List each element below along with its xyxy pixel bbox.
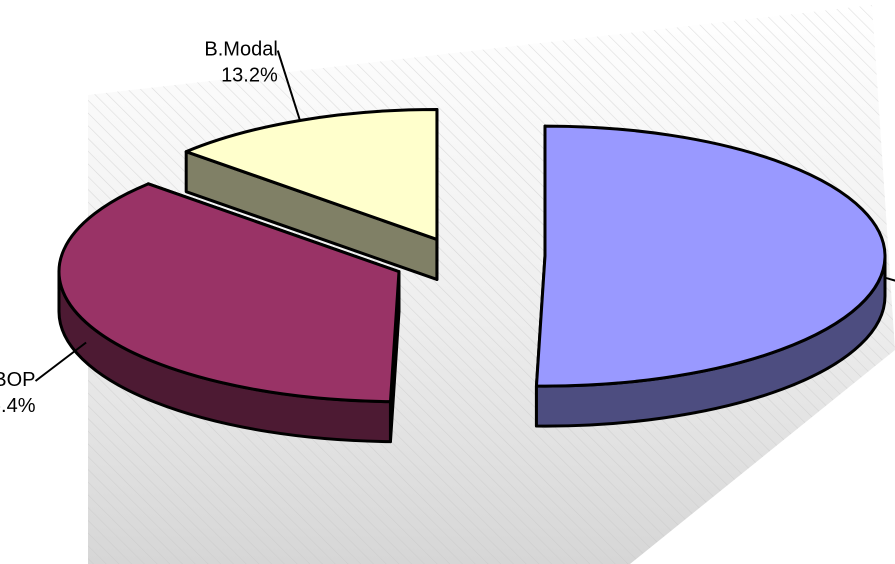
label-leader-bop [34, 341, 87, 382]
label-leader-b-modal [276, 50, 301, 121]
pie-slices [57, 107, 887, 444]
slice-bop-top [57, 182, 401, 404]
slice-bop [57, 182, 401, 444]
slice-bau-top [534, 124, 887, 388]
label-leader-bau [884, 276, 895, 282]
slice-value-b-modal: 13.2% [221, 65, 278, 87]
slice-b-modal-top [184, 107, 439, 241]
slice-b-modal [184, 107, 439, 281]
slice-label-b-modal: B.Modal [204, 39, 277, 61]
slice-bau [534, 124, 887, 428]
slice-value-bop: 36.4% [0, 395, 36, 417]
slice-label-bop: BOP [0, 369, 35, 391]
